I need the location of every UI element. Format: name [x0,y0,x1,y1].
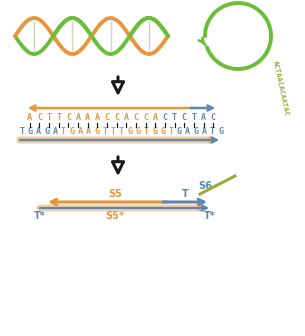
Text: C: C [182,113,187,122]
Text: T: T [111,127,116,136]
Text: T: T [181,189,188,199]
Text: C: C [163,113,167,122]
Text: T*: T* [34,211,46,221]
Text: A: A [185,127,190,136]
Text: T: T [169,127,174,136]
Text: G: G [135,127,141,136]
Text: C: C [211,113,216,122]
Text: G: G [218,127,223,136]
Text: T: T [20,127,25,136]
Text: T: T [47,113,52,122]
Text: G: G [28,127,33,136]
Text: T: T [102,127,107,136]
Text: A: A [77,127,83,136]
Text: T: T [191,113,196,122]
Text: C: C [134,113,138,122]
Text: C: C [37,113,42,122]
Text: T: T [210,127,215,136]
Text: G: G [177,127,182,136]
Text: A: A [76,113,81,122]
Text: C: C [114,113,119,122]
Text: G: G [94,127,99,136]
Text: G: G [193,127,199,136]
Text: ACTAACACAATAC: ACTAACACAATAC [272,59,290,117]
Text: A: A [86,127,91,136]
Text: C: C [66,113,71,122]
Text: C: C [143,113,148,122]
Text: S5*: S5* [106,211,124,221]
Text: A: A [124,113,129,122]
Text: A: A [95,113,100,122]
Text: G: G [69,127,74,136]
Text: T: T [144,127,149,136]
Text: A: A [85,113,90,122]
Text: T: T [119,127,124,136]
Text: G: G [160,127,165,136]
Text: G: G [127,127,132,136]
Text: T: T [61,127,66,136]
Text: A: A [202,127,207,136]
Text: A: A [153,113,158,122]
Text: S6: S6 [198,181,212,191]
Text: C: C [105,113,109,122]
Text: G: G [45,127,49,136]
Text: A: A [36,127,41,136]
Text: T*: T* [204,211,216,221]
Text: S5: S5 [108,189,122,199]
Text: A: A [53,127,58,136]
Text: T: T [56,113,61,122]
Text: T: T [172,113,177,122]
Text: G: G [152,127,157,136]
Text: A: A [201,113,206,122]
Text: A: A [27,113,32,122]
